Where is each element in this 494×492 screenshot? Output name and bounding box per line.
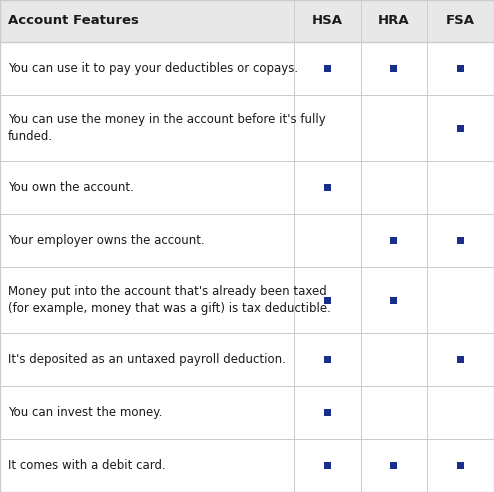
Bar (457, 356, 464, 363)
Bar (390, 65, 398, 72)
Text: Money put into the account that's already been taxed
(for example, money that wa: Money put into the account that's alread… (8, 285, 331, 315)
Text: HSA: HSA (312, 14, 343, 28)
Bar (0, 95, 494, 161)
Bar (324, 409, 331, 416)
Text: You can use the money in the account before it's fully
funded.: You can use the money in the account bef… (8, 113, 326, 143)
Bar (457, 65, 464, 72)
Bar (390, 297, 398, 304)
Text: You can use it to pay your deductibles or copays.: You can use it to pay your deductibles o… (8, 62, 298, 75)
Bar (0, 386, 494, 439)
Bar (324, 297, 331, 304)
Bar (0, 161, 494, 214)
Text: You can invest the money.: You can invest the money. (8, 406, 163, 419)
Text: It's deposited as an untaxed payroll deduction.: It's deposited as an untaxed payroll ded… (8, 353, 286, 366)
Bar (324, 356, 331, 363)
Bar (390, 237, 398, 244)
Bar (390, 462, 398, 469)
Text: FSA: FSA (446, 14, 475, 28)
Text: Your employer owns the account.: Your employer owns the account. (8, 234, 205, 247)
Bar (0, 42, 494, 95)
Bar (324, 184, 331, 191)
Bar (0, 214, 494, 267)
Bar (324, 462, 331, 469)
Text: HRA: HRA (378, 14, 410, 28)
Bar (0, 0, 494, 42)
Bar (457, 462, 464, 469)
Bar (324, 65, 331, 72)
Bar (0, 439, 494, 492)
Bar (0, 267, 494, 333)
Text: Account Features: Account Features (8, 14, 139, 28)
Text: You own the account.: You own the account. (8, 181, 134, 194)
Bar (0, 333, 494, 386)
Text: It comes with a debit card.: It comes with a debit card. (8, 459, 166, 472)
Bar (457, 237, 464, 244)
Bar (457, 124, 464, 131)
